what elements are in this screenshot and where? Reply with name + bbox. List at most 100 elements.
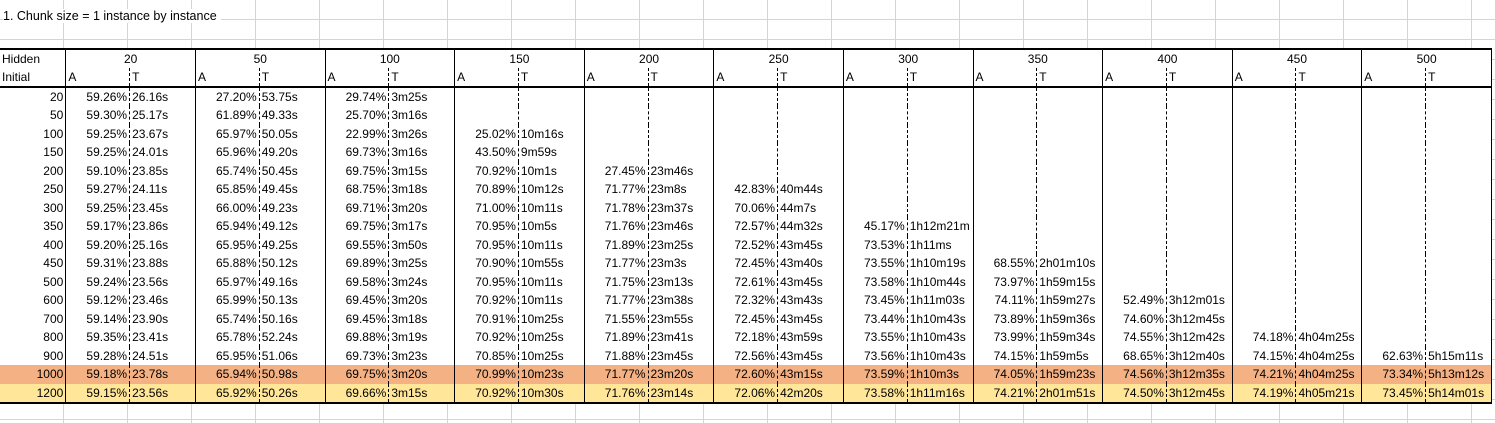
time-cell[interactable]: 1h59m15s [1036, 272, 1103, 291]
accuracy-cell[interactable] [1102, 161, 1167, 180]
time-cell[interactable]: 1h10m3s [906, 365, 974, 384]
time-cell[interactable]: 50.16s [258, 309, 326, 328]
accuracy-cell[interactable] [1361, 143, 1426, 162]
time-cell[interactable] [1165, 124, 1233, 143]
time-cell[interactable]: 23.85s [129, 161, 196, 180]
time-cell[interactable] [1036, 198, 1103, 217]
accuracy-cell[interactable]: 29.74% [324, 87, 389, 106]
time-cell[interactable] [1425, 124, 1492, 143]
time-cell[interactable]: 3h12m42s [1165, 328, 1233, 347]
time-cell[interactable]: 4h05m21s [1295, 383, 1362, 404]
time-cell[interactable]: 23m20s [647, 365, 714, 384]
column-header-time[interactable]: T [517, 68, 585, 88]
initial-size-cell[interactable]: 500 [43, 274, 64, 289]
time-cell[interactable]: 1h11ms [906, 235, 974, 254]
time-cell[interactable] [647, 124, 714, 143]
time-cell[interactable] [1425, 180, 1492, 199]
accuracy-cell[interactable]: 70.91% [454, 309, 519, 328]
accuracy-cell[interactable]: 71.89% [583, 328, 648, 347]
accuracy-cell[interactable]: 69.88% [324, 328, 389, 347]
time-cell[interactable]: 10m25s [517, 328, 585, 347]
accuracy-cell[interactable] [713, 143, 778, 162]
time-cell[interactable] [1295, 87, 1362, 106]
accuracy-cell[interactable]: 68.75% [324, 180, 389, 199]
time-cell[interactable]: 3m20s [388, 198, 455, 217]
time-cell[interactable]: 23m46s [647, 161, 714, 180]
accuracy-cell[interactable]: 74.15% [1231, 346, 1296, 365]
accuracy-cell[interactable] [713, 124, 778, 143]
accuracy-cell[interactable] [842, 198, 908, 217]
column-header-time[interactable]: T [1295, 68, 1362, 88]
time-cell[interactable]: 50.13s [258, 291, 326, 310]
time-cell[interactable]: 43m45s [777, 235, 844, 254]
time-cell[interactable]: 10m30s [517, 383, 585, 404]
time-cell[interactable] [1425, 161, 1492, 180]
time-cell[interactable]: 26.16s [129, 87, 196, 106]
accuracy-cell[interactable]: 73.56% [842, 346, 908, 365]
accuracy-cell[interactable] [842, 124, 908, 143]
accuracy-cell[interactable] [1231, 272, 1296, 291]
accuracy-cell[interactable] [1231, 106, 1296, 125]
accuracy-cell[interactable]: 70.92% [454, 291, 519, 310]
accuracy-cell[interactable]: 42.83% [713, 180, 778, 199]
accuracy-cell[interactable]: 74.15% [972, 346, 1037, 365]
accuracy-cell[interactable] [1231, 254, 1296, 273]
time-cell[interactable]: 3m50s [388, 235, 455, 254]
time-cell[interactable]: 10m16s [517, 124, 585, 143]
time-cell[interactable]: 3m15s [388, 383, 455, 404]
time-cell[interactable]: 10m23s [517, 365, 585, 384]
initial-size-cell[interactable]: 350 [43, 219, 64, 234]
accuracy-cell[interactable] [583, 124, 648, 143]
time-cell[interactable]: 23m25s [647, 235, 714, 254]
time-cell[interactable]: 23.78s [129, 365, 196, 384]
accuracy-cell[interactable] [972, 143, 1037, 162]
accuracy-cell[interactable]: 70.85% [454, 346, 519, 365]
accuracy-cell[interactable] [972, 198, 1037, 217]
row-header-initial[interactable]: Initial [0, 68, 66, 88]
accuracy-cell[interactable] [1361, 235, 1426, 254]
accuracy-cell[interactable]: 70.99% [454, 365, 519, 384]
accuracy-cell[interactable]: 73.58% [842, 383, 908, 404]
accuracy-cell[interactable]: 73.55% [842, 328, 908, 347]
time-cell[interactable]: 3m20s [388, 291, 455, 310]
time-cell[interactable] [1165, 272, 1233, 291]
initial-size-cell[interactable]: 1200 [0, 383, 66, 404]
accuracy-cell[interactable]: 72.45% [713, 254, 778, 273]
time-cell[interactable]: 10m12s [517, 180, 585, 199]
initial-size-cell[interactable]: 50 [49, 108, 64, 123]
time-cell[interactable]: 44m7s [777, 198, 844, 217]
accuracy-cell[interactable] [1102, 106, 1167, 125]
time-cell[interactable] [1425, 272, 1492, 291]
accuracy-cell[interactable]: 70.92% [454, 161, 519, 180]
accuracy-cell[interactable]: 74.56% [1102, 365, 1167, 384]
accuracy-cell[interactable]: 59.20% [65, 235, 130, 254]
time-cell[interactable] [777, 87, 844, 106]
hidden-size-header[interactable]: 250 [713, 48, 844, 68]
accuracy-cell[interactable] [972, 124, 1037, 143]
accuracy-cell[interactable]: 22.99% [324, 124, 389, 143]
time-cell[interactable] [906, 198, 974, 217]
accuracy-cell[interactable]: 68.65% [1102, 346, 1167, 365]
time-cell[interactable]: 1h11m03s [906, 291, 974, 310]
time-cell[interactable]: 3m25s [388, 87, 455, 106]
time-cell[interactable]: 23m45s [647, 346, 714, 365]
accuracy-cell[interactable]: 27.20% [194, 87, 260, 106]
time-cell[interactable] [1295, 254, 1362, 273]
time-cell[interactable]: 24.51s [129, 346, 196, 365]
time-cell[interactable] [517, 87, 585, 106]
accuracy-cell[interactable] [1102, 217, 1167, 236]
time-cell[interactable] [1295, 124, 1362, 143]
time-cell[interactable]: 10m11s [517, 272, 585, 291]
time-cell[interactable]: 1h10m43s [906, 309, 974, 328]
time-cell[interactable]: 3m19s [388, 328, 455, 347]
accuracy-cell[interactable]: 69.89% [324, 254, 389, 273]
accuracy-cell[interactable]: 72.60% [713, 365, 778, 384]
time-cell[interactable]: 24.01s [129, 143, 196, 162]
accuracy-cell[interactable] [1361, 180, 1426, 199]
accuracy-cell[interactable] [1361, 161, 1426, 180]
time-cell[interactable] [1295, 198, 1362, 217]
accuracy-cell[interactable]: 71.88% [583, 346, 648, 365]
time-cell[interactable] [1165, 161, 1233, 180]
time-cell[interactable]: 23.56s [129, 383, 196, 404]
time-cell[interactable]: 49.45s [258, 180, 326, 199]
